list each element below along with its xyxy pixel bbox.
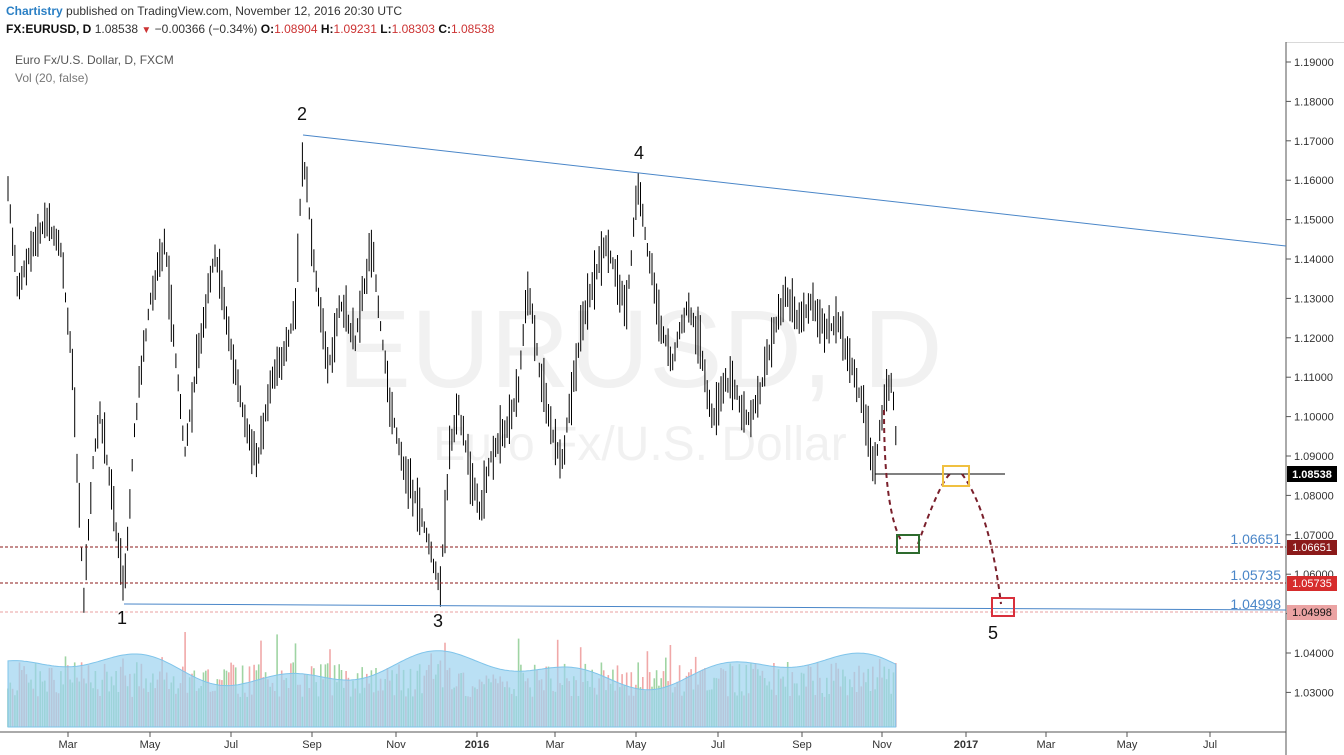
open-value: 1.08904: [274, 22, 318, 36]
low-value: 1.08303: [391, 22, 435, 36]
time-tick-label: Nov: [386, 739, 406, 751]
close-value: 1.08538: [450, 22, 495, 36]
publish-line: Chartistry published on TradingView.com,…: [6, 4, 402, 18]
time-tick-label: Jul: [1203, 739, 1217, 751]
wave-label-1: 1: [117, 608, 127, 628]
time-tick-label: 2017: [954, 739, 978, 751]
price-tick-label: 1.16000: [1294, 175, 1334, 187]
low-label: L:: [380, 22, 392, 36]
time-axis[interactable]: Mar May Jul Sep Nov 2016 Mar May Jul Sep Nov 2017 Ma…: [59, 732, 1218, 751]
price-chart[interactable]: EURUSD, D Euro Fx/U.S. Dollar Euro Fx/U.…: [0, 42, 1344, 755]
plot-area[interactable]: [0, 42, 1286, 732]
price-axis[interactable]: 1.19000 1.18000 1.17000 1.16000 1.15000 1.140…: [1286, 57, 1334, 699]
time-tick-label: Jul: [224, 739, 238, 751]
level-tag-3-text: 1.04998: [1292, 607, 1332, 619]
current-price-tag-text: 1.08538: [1292, 469, 1332, 481]
open-label: O:: [260, 22, 275, 36]
level-tag-2: [1287, 576, 1337, 591]
ohlc-line: FX:EURUSD, D 1.08538 ▼ −0.00366 (−0.34%)…: [6, 22, 494, 36]
target-box-yellow[interactable]: [942, 465, 970, 487]
wave-label-4: 4: [634, 143, 644, 163]
series-legend[interactable]: Euro Fx/U.S. Dollar, D, FXCM: [15, 53, 174, 67]
time-tick-label: May: [140, 739, 161, 751]
volume-ma-area: [7, 650, 897, 728]
price-bars: [7, 142, 897, 613]
time-tick-label: May: [626, 739, 647, 751]
price-tick-label: 1.07000: [1294, 530, 1334, 542]
price-tick-label: 1.03000: [1294, 687, 1334, 699]
projection-path-2: [917, 473, 951, 545]
price-tick-label: 1.04000: [1294, 648, 1334, 660]
lower-trendline[interactable]: [123, 603, 1287, 611]
price-tick-label: 1.15000: [1294, 215, 1334, 227]
time-tick-label: Jul: [711, 739, 725, 751]
time-tick-label: Mar: [546, 739, 565, 751]
change-value: −0.00366 (−0.34%): [154, 22, 258, 36]
price-tick-label: 1.08000: [1294, 490, 1334, 502]
symbol-label: FX:EURUSD, D: [6, 22, 92, 36]
down-arrow-icon: ▼: [141, 25, 152, 36]
price-tick-label: 1.09000: [1294, 451, 1334, 463]
level-tag-3: [1287, 605, 1337, 620]
price-tick-label: 1.18000: [1294, 96, 1334, 108]
time-tick-label: Sep: [302, 739, 322, 751]
level-label-1: 1.06651: [1230, 531, 1281, 547]
wave-label-3: 3: [433, 611, 443, 631]
level-tag-2-text: 1.05735: [1292, 578, 1332, 590]
volume-legend[interactable]: Vol (20, false): [15, 71, 88, 85]
price-tick-label: 1.10000: [1294, 412, 1334, 424]
wave-label-2: 2: [297, 104, 307, 124]
high-label: H:: [320, 22, 334, 36]
time-tick-label: Nov: [872, 739, 892, 751]
close-label: C:: [438, 22, 451, 36]
price-tick-label: 1.14000: [1294, 254, 1334, 266]
level-tag-1-text: 1.06651: [1292, 542, 1332, 554]
wave-label-5: 5: [988, 623, 998, 643]
level-label-2: 1.05735: [1230, 567, 1281, 583]
time-tick-label: May: [1117, 739, 1138, 751]
published-text: published on TradingView.com, November 1…: [66, 4, 403, 18]
current-price-tag: [1287, 466, 1337, 482]
high-value: 1.09231: [333, 22, 377, 36]
level-label-3: 1.04998: [1230, 596, 1281, 612]
projection-path-3: [961, 473, 1002, 605]
watermark-symbol: EURUSD, D: [337, 288, 942, 411]
projection-path-1: [883, 409, 903, 543]
upper-trendline[interactable]: [302, 134, 1287, 247]
price-tick-label: 1.12000: [1294, 333, 1334, 345]
time-tick-label: Mar: [1037, 739, 1056, 751]
price-tick-label: 1.19000: [1294, 57, 1334, 69]
target-box-green[interactable]: [896, 534, 920, 554]
time-tick-label: Mar: [59, 739, 78, 751]
price-tick-label: 1.17000: [1294, 136, 1334, 148]
last-price: 1.08538: [94, 22, 139, 36]
price-tick-label: 1.11000: [1294, 372, 1333, 384]
author-link[interactable]: Chartistry: [6, 4, 63, 18]
target-box-red[interactable]: [991, 597, 1015, 617]
level-tag-1: [1287, 540, 1337, 555]
price-tick-label: 1.13000: [1294, 293, 1334, 305]
time-tick-label: Sep: [792, 739, 812, 751]
chart-header: Chartistry published on TradingView.com,…: [0, 0, 1344, 43]
time-tick-label: 2016: [465, 739, 489, 751]
